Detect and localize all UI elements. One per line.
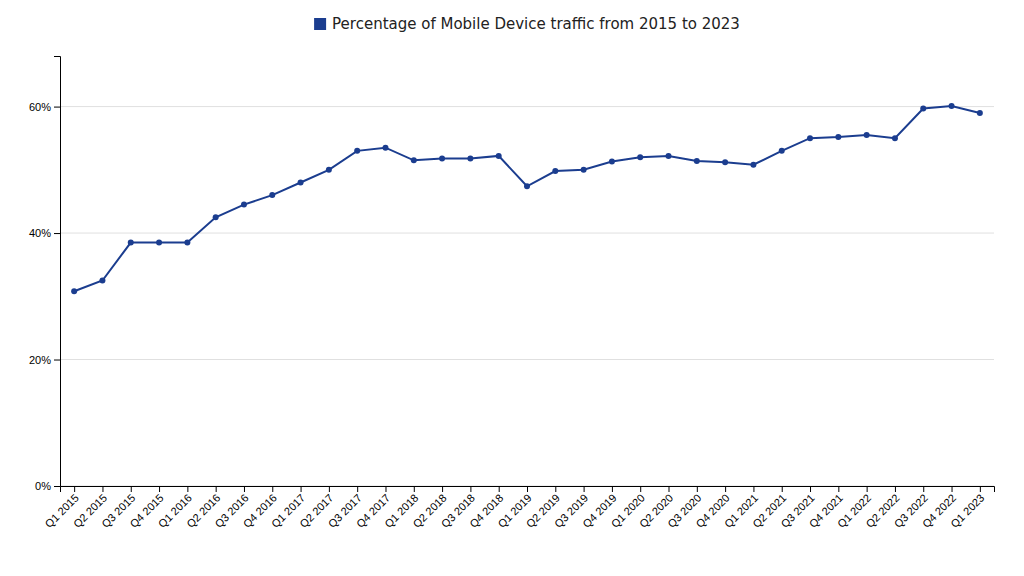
marker bbox=[524, 183, 530, 189]
tick-mark bbox=[272, 486, 273, 492]
tick-mark bbox=[499, 486, 500, 492]
tick-mark bbox=[131, 486, 132, 492]
tick-mark bbox=[244, 486, 245, 492]
axis-line bbox=[54, 57, 61, 487]
grid-line bbox=[60, 233, 994, 234]
marker bbox=[411, 157, 417, 163]
marker bbox=[722, 159, 728, 165]
tick-label: Q1 2023 bbox=[948, 492, 986, 530]
marker bbox=[977, 110, 983, 116]
marker bbox=[184, 240, 190, 246]
chart: 0% 20% 40% 60% Q1 2015Q2 2015Q3 2015Q4 2015Q… bbox=[0, 0, 1024, 576]
tick-mark bbox=[640, 486, 641, 492]
marker bbox=[269, 192, 275, 198]
y-axis: 0% 20% 40% 60% bbox=[29, 57, 61, 493]
tick-mark bbox=[102, 486, 103, 492]
tick-mark bbox=[980, 486, 981, 492]
tick-mark bbox=[54, 486, 60, 487]
marker bbox=[467, 155, 473, 161]
marker bbox=[156, 240, 162, 246]
markers bbox=[71, 103, 983, 294]
marker bbox=[864, 132, 870, 138]
marker bbox=[750, 162, 756, 168]
marker bbox=[949, 103, 955, 109]
marker bbox=[439, 155, 445, 161]
tick-mark bbox=[159, 486, 160, 492]
tick-mark bbox=[867, 486, 868, 492]
tick-mark bbox=[74, 486, 75, 492]
marker bbox=[779, 148, 785, 154]
marker bbox=[71, 288, 77, 294]
tick-mark bbox=[54, 107, 60, 108]
tick-mark bbox=[54, 233, 60, 234]
tick-mark bbox=[612, 486, 613, 492]
tick-mark bbox=[414, 486, 415, 492]
tick-mark bbox=[216, 486, 217, 492]
grid-line bbox=[60, 359, 994, 360]
tick-mark bbox=[301, 486, 302, 492]
marker bbox=[835, 134, 841, 140]
tick-mark bbox=[187, 486, 188, 492]
marker bbox=[892, 135, 898, 141]
marker bbox=[920, 105, 926, 111]
legend-swatch bbox=[314, 18, 326, 30]
tick: 20% bbox=[29, 354, 60, 366]
tick-mark bbox=[54, 360, 60, 361]
marker bbox=[694, 158, 700, 164]
marker bbox=[666, 153, 672, 159]
tick-mark bbox=[725, 486, 726, 492]
tick-label: 0% bbox=[35, 480, 51, 492]
marker bbox=[241, 202, 247, 208]
tick-mark bbox=[357, 486, 358, 492]
line bbox=[74, 106, 980, 291]
tick-label: 60% bbox=[29, 101, 51, 113]
marker bbox=[128, 240, 134, 246]
tick-mark bbox=[669, 486, 670, 492]
tick-mark bbox=[329, 486, 330, 492]
grid bbox=[60, 107, 994, 486]
tick-label: 40% bbox=[29, 227, 51, 239]
tick-mark bbox=[584, 486, 585, 492]
tick-mark bbox=[923, 486, 924, 492]
legend-label: Percentage of Mobile Device traffic from… bbox=[332, 15, 740, 33]
tick-mark bbox=[952, 486, 953, 492]
tick-mark bbox=[782, 486, 783, 492]
tick-mark bbox=[810, 486, 811, 492]
tick-mark bbox=[442, 486, 443, 492]
tick-label: 20% bbox=[29, 354, 51, 366]
marker bbox=[99, 277, 105, 283]
tick: 60% bbox=[29, 101, 60, 113]
marker bbox=[213, 214, 219, 220]
marker bbox=[382, 145, 388, 151]
marker bbox=[609, 159, 615, 165]
tick-mark bbox=[895, 486, 896, 492]
tick-mark bbox=[697, 486, 698, 492]
tick: 0% bbox=[35, 480, 60, 492]
marker bbox=[326, 167, 332, 173]
marks bbox=[71, 103, 983, 294]
tick-mark bbox=[753, 486, 754, 492]
marker bbox=[581, 167, 587, 173]
tick-mark bbox=[555, 486, 556, 492]
marker bbox=[354, 148, 360, 154]
x-axis: Q1 2015Q2 2015Q3 2015Q4 2015Q1 2016Q2 20… bbox=[43, 486, 995, 530]
legend: Percentage of Mobile Device traffic from… bbox=[314, 15, 740, 33]
marker bbox=[552, 168, 558, 174]
marker bbox=[496, 153, 502, 159]
axis-line bbox=[61, 487, 995, 493]
marker bbox=[807, 135, 813, 141]
legend-item: Percentage of Mobile Device traffic from… bbox=[314, 15, 740, 33]
tick-mark bbox=[527, 486, 528, 492]
marker bbox=[298, 179, 304, 185]
plot: 0% 20% 40% 60% Q1 2015Q2 2015Q3 2015Q4 2015Q… bbox=[29, 57, 995, 530]
grid-line bbox=[60, 106, 994, 107]
tick: Q1 2023 bbox=[948, 486, 986, 530]
tick-mark bbox=[470, 486, 471, 492]
tick-mark bbox=[838, 486, 839, 492]
tick: 40% bbox=[29, 227, 60, 239]
tick-mark bbox=[385, 486, 386, 492]
marker bbox=[637, 154, 643, 160]
